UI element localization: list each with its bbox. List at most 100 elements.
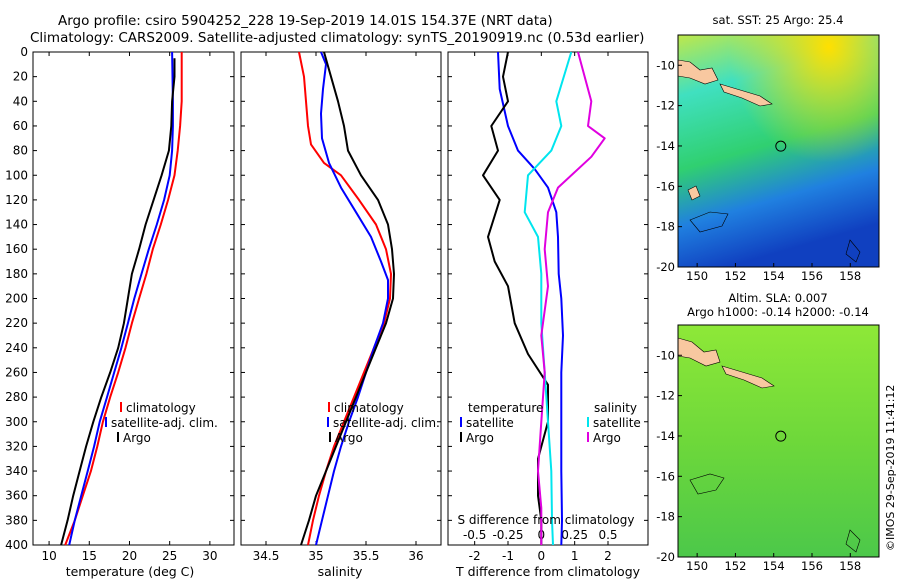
depth-tick-label: 100 bbox=[5, 168, 28, 182]
map-y-tick-label: -10 bbox=[656, 58, 675, 72]
map-x-tick-label: 150 bbox=[686, 559, 708, 573]
salinity-legend: climatology satellite-adj. clim. Argo bbox=[327, 401, 440, 445]
depth-tick-label: 320 bbox=[5, 439, 28, 453]
x-tick-label: 36 bbox=[408, 549, 423, 563]
sla-map-title-line2: Argo h1000: -0.14 h2000: -0.14 bbox=[687, 305, 869, 319]
map-x-tick-label: 152 bbox=[724, 559, 746, 573]
map-x-tick-label: 150 bbox=[686, 269, 708, 283]
s-difference-axis: -0.5 -0.25 0 0.25 0.5 bbox=[463, 528, 618, 542]
legend-climatology-label: climatology bbox=[334, 401, 404, 415]
series-line-t-satellite bbox=[497, 51, 564, 546]
map-y-tick-label: -20 bbox=[656, 260, 675, 274]
depth-tick-label: 80 bbox=[13, 144, 28, 158]
legend-t-argo-label: Argo bbox=[466, 431, 494, 445]
map-y-tick-label: -16 bbox=[656, 469, 675, 483]
legend-salinity-title: salinity bbox=[594, 401, 637, 415]
legend-satellite-label: satellite-adj. clim. bbox=[111, 416, 218, 430]
x-tick-label: 10 bbox=[41, 549, 56, 563]
x-tick-label: 34.5 bbox=[253, 549, 280, 563]
t-difference-axis: -2 -1 0 1 2 bbox=[469, 52, 612, 563]
reef-outline bbox=[845, 529, 861, 553]
difference-series bbox=[482, 51, 606, 546]
temperature-axis-label: temperature (deg C) bbox=[66, 564, 195, 579]
sla-map-title-line1: Altim. SLA: 0.007 bbox=[728, 291, 827, 305]
sst-map-panel: sat. SST: 25 Argo: 25.4 150 152 154 156 158 -… bbox=[656, 13, 880, 283]
difference-panel: -2 -1 0 1 2 -0.5 -0.25 0 0.25 0.5 temperature sa… bbox=[447, 51, 649, 579]
series-line-s-satellite bbox=[523, 51, 573, 546]
depth-tick-label: 160 bbox=[5, 242, 28, 256]
depth-tick-label: 180 bbox=[5, 267, 28, 281]
x-tick-label: -1 bbox=[502, 549, 514, 563]
depth-tick-label: 280 bbox=[5, 390, 28, 404]
sst-map-axes: 150 152 154 156 158 -10 -12 -14 -16 -18 -20 bbox=[656, 58, 861, 283]
map-y-tick-label: -18 bbox=[656, 510, 675, 524]
depth-tick-label: 140 bbox=[5, 218, 28, 232]
s-difference-tick-label: 0.5 bbox=[598, 528, 617, 542]
salinity-axis: 34.5 35 35.5 36 bbox=[253, 52, 424, 563]
t-difference-axis-label: T difference from climatology bbox=[455, 564, 641, 579]
header-line2: Climatology: CARS2009. Satellite-adjuste… bbox=[30, 30, 644, 46]
depth-tick-label: 380 bbox=[5, 513, 28, 527]
salinity-axis-label: salinity bbox=[318, 564, 363, 579]
temperature-panel: 0204060801001201401601802002202402602803… bbox=[5, 45, 648, 579]
reef-outline bbox=[845, 239, 861, 263]
depth-tick-label: 400 bbox=[5, 538, 28, 552]
depth-tick-label: 340 bbox=[5, 464, 28, 478]
depth-tick-label: 200 bbox=[5, 292, 28, 306]
map-y-tick-label: -14 bbox=[656, 139, 675, 153]
map-y-tick-label: -12 bbox=[656, 389, 675, 403]
land-mass bbox=[719, 83, 773, 107]
legend-s-satellite-label: satellite bbox=[593, 416, 641, 430]
depth-tick-label: 0 bbox=[20, 45, 28, 59]
land-mass bbox=[678, 337, 721, 367]
argo-location-marker bbox=[775, 140, 787, 152]
temperature-axis: 10 15 20 25 30 bbox=[41, 52, 218, 563]
series-line-satellite-adj-clim bbox=[68, 51, 174, 546]
x-tick-label: 2 bbox=[604, 549, 612, 563]
land-mass bbox=[721, 365, 775, 389]
difference-plot-frame bbox=[447, 51, 649, 546]
x-tick-label: 30 bbox=[202, 549, 217, 563]
argo-location-marker bbox=[775, 430, 787, 442]
map-x-tick-label: 156 bbox=[801, 269, 823, 283]
x-tick-label: -2 bbox=[469, 549, 481, 563]
header-line1: Argo profile: csiro 5904252_228 19-Sep-2… bbox=[58, 13, 553, 29]
map-x-tick-label: 152 bbox=[724, 269, 746, 283]
series-line-argo bbox=[60, 58, 176, 546]
legend-argo-label: Argo bbox=[335, 431, 363, 445]
sst-map-title: sat. SST: 25 Argo: 25.4 bbox=[713, 13, 844, 27]
map-y-tick-label: -14 bbox=[656, 429, 675, 443]
series-line-satellite-adj-clim bbox=[315, 51, 389, 546]
s-difference-axis-label: S difference from climatology bbox=[458, 513, 635, 527]
temperature-series bbox=[60, 51, 183, 546]
salinity-plot-frame bbox=[240, 51, 442, 546]
map-x-tick-label: 154 bbox=[763, 559, 785, 573]
sla-map-axes: 150 152 154 156 158 -10 -12 -14 -16 -18 -20 bbox=[656, 348, 861, 573]
temperature-legend: climatology satellite-adj. clim. Argo bbox=[105, 401, 218, 445]
depth-tick-label: 120 bbox=[5, 193, 28, 207]
difference-legend: temperature satellite Argo salinity sate… bbox=[460, 401, 641, 445]
salinity-panel: 34.5 35 35.5 36 climatology satellite-adj. … bbox=[240, 51, 442, 579]
legend-temperature-title: temperature bbox=[468, 401, 543, 415]
map-x-tick-label: 156 bbox=[801, 559, 823, 573]
x-tick-label: 0 bbox=[538, 549, 546, 563]
series-line-argo bbox=[300, 51, 395, 546]
depth-tick-label: 220 bbox=[5, 316, 28, 330]
legend-climatology-label: climatology bbox=[126, 401, 196, 415]
depth-tick-label: 60 bbox=[13, 119, 28, 133]
depth-tick-label: 240 bbox=[5, 341, 28, 355]
salinity-series bbox=[298, 51, 395, 546]
s-difference-tick-label: -0.25 bbox=[492, 528, 523, 542]
series-line-climatology bbox=[64, 52, 183, 546]
map-y-tick-label: -16 bbox=[656, 179, 675, 193]
x-tick-label: 20 bbox=[122, 549, 137, 563]
reef-outline bbox=[689, 211, 729, 233]
x-tick-label: 25 bbox=[162, 549, 177, 563]
map-x-tick-label: 158 bbox=[839, 269, 861, 283]
s-difference-tick-label: 0.25 bbox=[561, 528, 588, 542]
map-y-tick-label: -10 bbox=[656, 348, 675, 362]
legend-argo-label: Argo bbox=[123, 431, 151, 445]
sst-map-frame bbox=[677, 34, 880, 268]
depth-axis: 0 20 40 60 80 100 120 140 160 180 200 220 240 260 280 3… bbox=[5, 45, 648, 552]
